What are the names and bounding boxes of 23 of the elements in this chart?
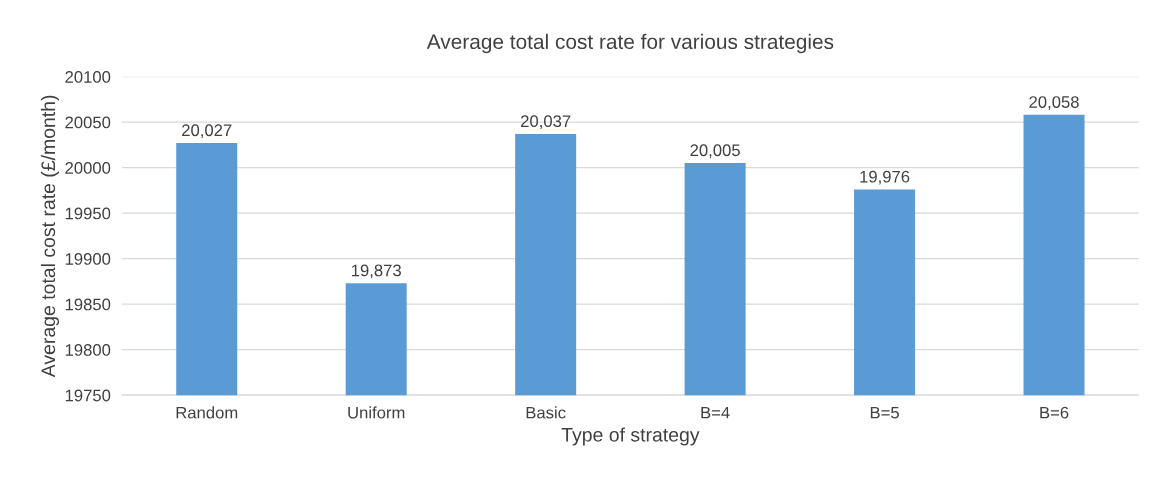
chart-title: Average total cost rate for various strategies (426, 33, 834, 54)
y-tick-label: 20050 (65, 116, 111, 129)
y-tick-label: 19950 (65, 207, 111, 220)
data-label: 20,058 (1029, 96, 1079, 110)
x-tick-label: Basic (526, 406, 566, 419)
data-label: 19,976 (860, 170, 910, 185)
x-axis-title: Type of strategy (561, 427, 700, 446)
y-tick-label: 19900 (65, 253, 111, 265)
data-label: 20,037 (521, 115, 571, 130)
y-tick-label: 19800 (65, 344, 111, 356)
y-tick-label: 20100 (65, 71, 111, 83)
data-label: 19,873 (351, 264, 401, 279)
x-tick-label: Uniform (348, 406, 405, 419)
x-tick-label: B=4 (701, 406, 730, 419)
x-tick-label: B=5 (870, 406, 899, 419)
y-tick-label: 19750 (65, 389, 111, 402)
y-tick-label: 19850 (65, 298, 111, 311)
x-tick-label: Random (176, 406, 238, 419)
data-label: 20,027 (182, 124, 232, 139)
x-tick-label: B=6 (1040, 406, 1069, 419)
y-tick-label: 20000 (65, 162, 111, 174)
y-axis-title: Average total cost rate (£/month) (40, 95, 59, 378)
data-label: 20,005 (690, 144, 740, 159)
